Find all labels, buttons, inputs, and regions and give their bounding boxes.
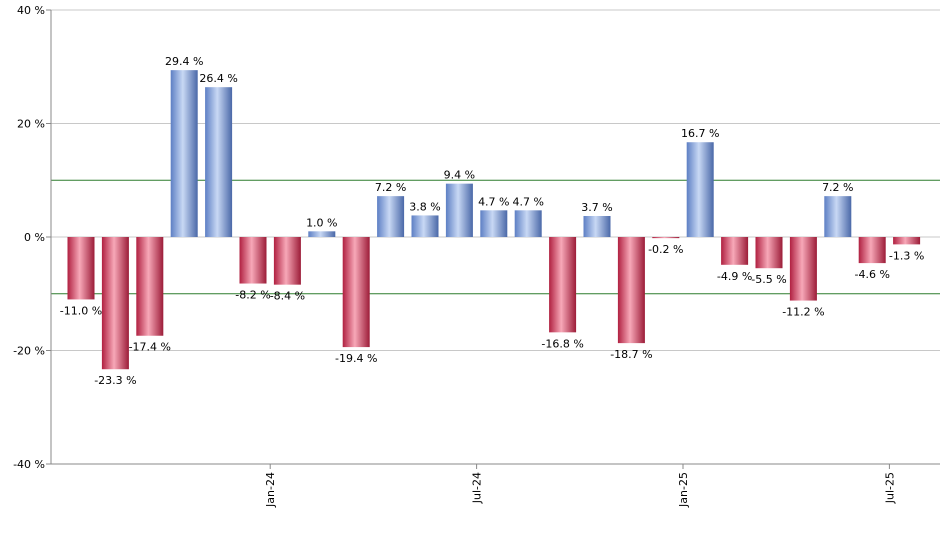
bar-13	[514, 210, 542, 237]
data-label-13: 4.7 %	[512, 195, 543, 208]
bar-3	[170, 70, 198, 237]
bar-22	[824, 196, 852, 237]
data-label-8: -19.4 %	[335, 352, 377, 365]
data-label-14: -16.8 %	[541, 337, 583, 350]
bar-8	[342, 237, 370, 348]
data-label-7: 1.0 %	[306, 216, 337, 229]
data-label-2: -17.4 %	[129, 341, 171, 354]
data-label-16: -18.7 %	[610, 348, 652, 361]
x-tick-label-2: Jan-25	[677, 472, 690, 508]
bar-6	[273, 237, 301, 285]
bar-14	[549, 237, 577, 333]
axes	[46, 9, 940, 469]
bar-10	[411, 215, 439, 237]
data-label-12: 4.7 %	[478, 195, 509, 208]
y-tick-label-3: 20 %	[17, 118, 45, 131]
data-labels: -11.0 %-23.3 %-17.4 %29.4 %26.4 %-8.2 %-…	[60, 55, 925, 387]
x-tick-label-1: Jul-24	[471, 472, 484, 504]
data-label-17: -0.2 %	[648, 243, 683, 256]
bar-18	[686, 142, 714, 237]
y-tick-label-4: 40 %	[17, 4, 45, 17]
bars	[67, 70, 921, 370]
bar-9	[377, 196, 405, 237]
data-label-1: -23.3 %	[94, 374, 136, 387]
data-label-22: 7.2 %	[822, 181, 853, 194]
bar-5	[239, 237, 267, 284]
bar-0	[67, 237, 95, 300]
data-label-11: 9.4 %	[444, 169, 475, 182]
data-label-5: -8.2 %	[235, 289, 270, 302]
data-label-24: -1.3 %	[889, 249, 924, 262]
data-label-20: -5.5 %	[751, 273, 786, 286]
y-tick-label-0: -40 %	[13, 458, 45, 471]
data-label-19: -4.9 %	[717, 270, 752, 283]
data-label-15: 3.7 %	[581, 201, 612, 214]
y-axis-tick-labels: -40 % -20 % 0 % 20 % 40 %	[13, 4, 45, 471]
bar-11	[445, 183, 473, 237]
bar-12	[480, 210, 508, 237]
data-label-3: 29.4 %	[165, 55, 203, 68]
data-label-10: 3.8 %	[409, 200, 440, 213]
bar-1	[101, 237, 129, 370]
data-label-18: 16.7 %	[681, 127, 719, 140]
bar-7	[308, 231, 336, 237]
bar-4	[205, 87, 233, 238]
x-axis-tick-labels: Jan-24 Jul-24 Jan-25 Jul-25	[264, 472, 896, 508]
data-label-0: -11.0 %	[60, 304, 102, 317]
bar-21	[789, 237, 817, 301]
bar-17	[652, 237, 680, 239]
data-label-4: 26.4 %	[199, 72, 237, 85]
bar-24	[893, 237, 921, 245]
x-tick-label-0: Jan-24	[264, 472, 277, 508]
data-label-23: -4.6 %	[854, 268, 889, 281]
bar-16	[617, 237, 645, 344]
y-tick-label-1: -20 %	[13, 345, 45, 358]
bar-19	[721, 237, 749, 265]
bar-20	[755, 237, 783, 269]
data-label-6: -8.4 %	[270, 290, 305, 303]
bar-23	[858, 237, 886, 264]
data-label-9: 7.2 %	[375, 181, 406, 194]
bar-2	[136, 237, 164, 336]
bar-15	[583, 216, 611, 237]
y-tick-label-2: 0 %	[24, 231, 45, 244]
x-tick-label-3: Jul-25	[883, 472, 896, 504]
data-label-21: -11.2 %	[782, 306, 824, 319]
